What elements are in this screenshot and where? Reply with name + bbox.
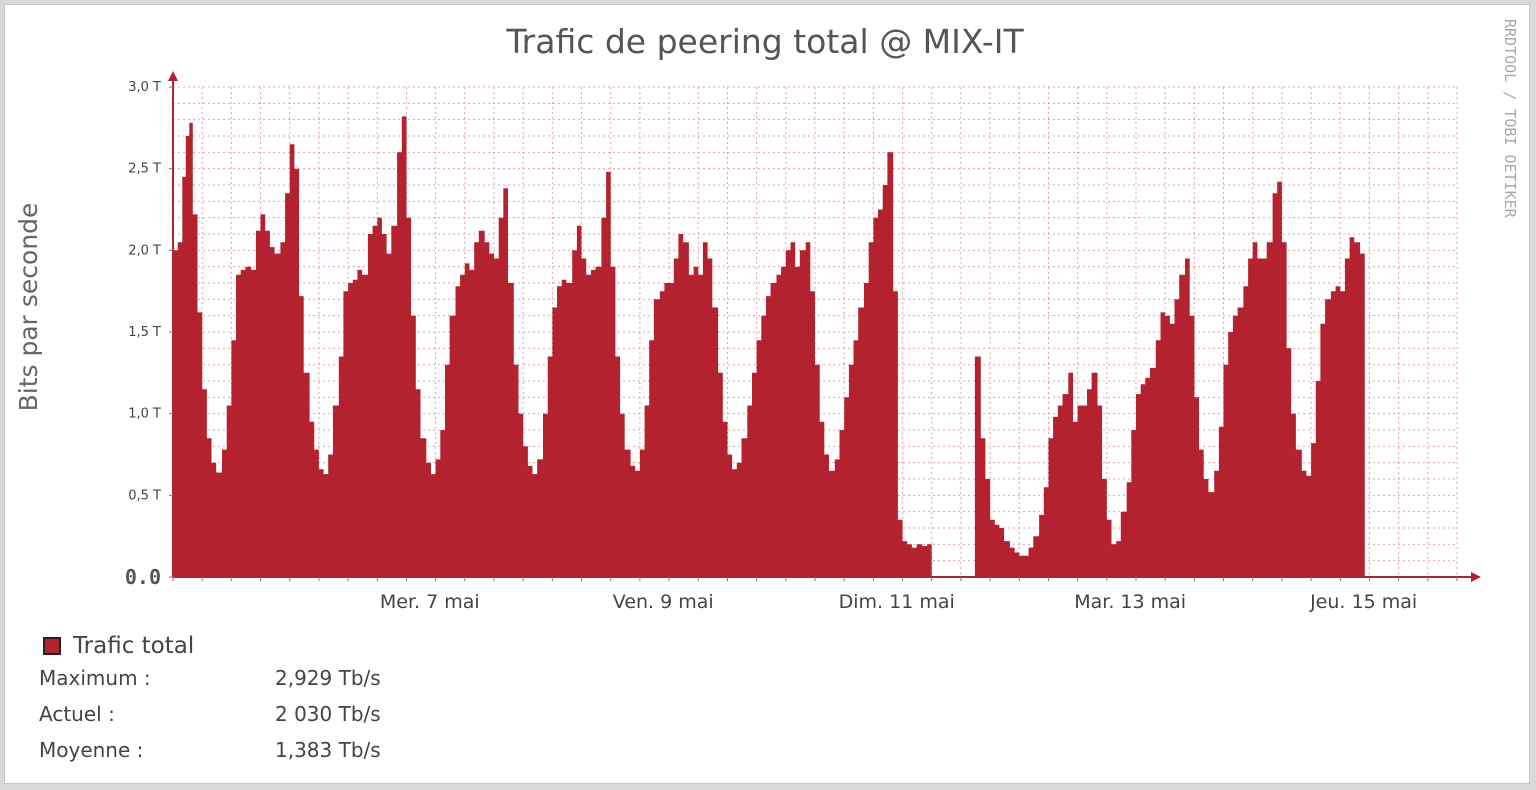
- x-tick-label: Ven. 9 mai: [613, 591, 714, 613]
- series-area-layer: [173, 116, 1365, 578]
- chart-title: Trafic de peering total @ MIX-IT: [505, 22, 1024, 61]
- x-tick-label: Mer. 7 mai: [380, 591, 480, 613]
- y-tick-label: 2,5 T: [128, 162, 161, 177]
- watermark: RRDTOOL / TOBI OETIKER: [1501, 19, 1519, 219]
- stat-row-maximum: Maximum : 2,929 Tb/s: [35, 662, 635, 698]
- legend-item-label: Trafic total: [73, 633, 195, 659]
- y-tick-label: 0.0: [125, 565, 161, 589]
- stat-value: 2,929 Tb/s: [275, 666, 381, 690]
- y-tick-label: 1,5 T: [128, 325, 161, 340]
- x-tick-label: Dim. 11 mai: [839, 591, 955, 613]
- x-tick-labels: Mer. 7 mai Ven. 9 mai Dim. 11 mai Mar. 13 m…: [380, 591, 1417, 613]
- y-tick-label: 3,0 T: [128, 80, 161, 95]
- stat-label: Moyenne :: [39, 738, 144, 762]
- stat-value: 2 030 Tb/s: [275, 702, 381, 726]
- stat-row-actuel: Actuel : 2 030 Tb/s: [35, 698, 635, 734]
- y-tick-label: 0,5 T: [128, 488, 161, 503]
- chart-frame: Trafic de peering total @ MIX-IT Bits pa…: [4, 4, 1530, 784]
- legend: Trafic total Maximum : 2,929 Tb/s Actuel…: [35, 630, 635, 770]
- y-tick-label: 2,0 T: [128, 243, 161, 258]
- y-axis-label: Bits par seconde: [14, 203, 43, 412]
- x-tick-label: Jeu. 15 mai: [1309, 591, 1417, 613]
- stat-label: Maximum :: [39, 666, 151, 690]
- stat-label: Actuel :: [39, 702, 115, 726]
- legend-swatch: [43, 637, 61, 655]
- y-tick-label: 1,0 T: [128, 407, 161, 422]
- stat-row-moyenne: Moyenne : 1,383 Tb/s: [35, 734, 635, 770]
- x-tick-label: Mar. 13 mai: [1074, 591, 1186, 613]
- y-axis-arrow: [168, 71, 178, 81]
- series-area-trafic-total: [173, 116, 1365, 578]
- chart-canvas: Trafic de peering total @ MIX-IT Bits pa…: [14, 19, 1519, 613]
- axes: [168, 71, 1481, 582]
- legend-item: Trafic total: [43, 630, 635, 662]
- stat-value: 1,383 Tb/s: [275, 738, 381, 762]
- x-axis-arrow: [1471, 572, 1481, 582]
- y-tick-labels: 0.0 0,5 T 1,0 T 1,5 T 2,0 T 2,5 T 3,0 T: [125, 80, 173, 589]
